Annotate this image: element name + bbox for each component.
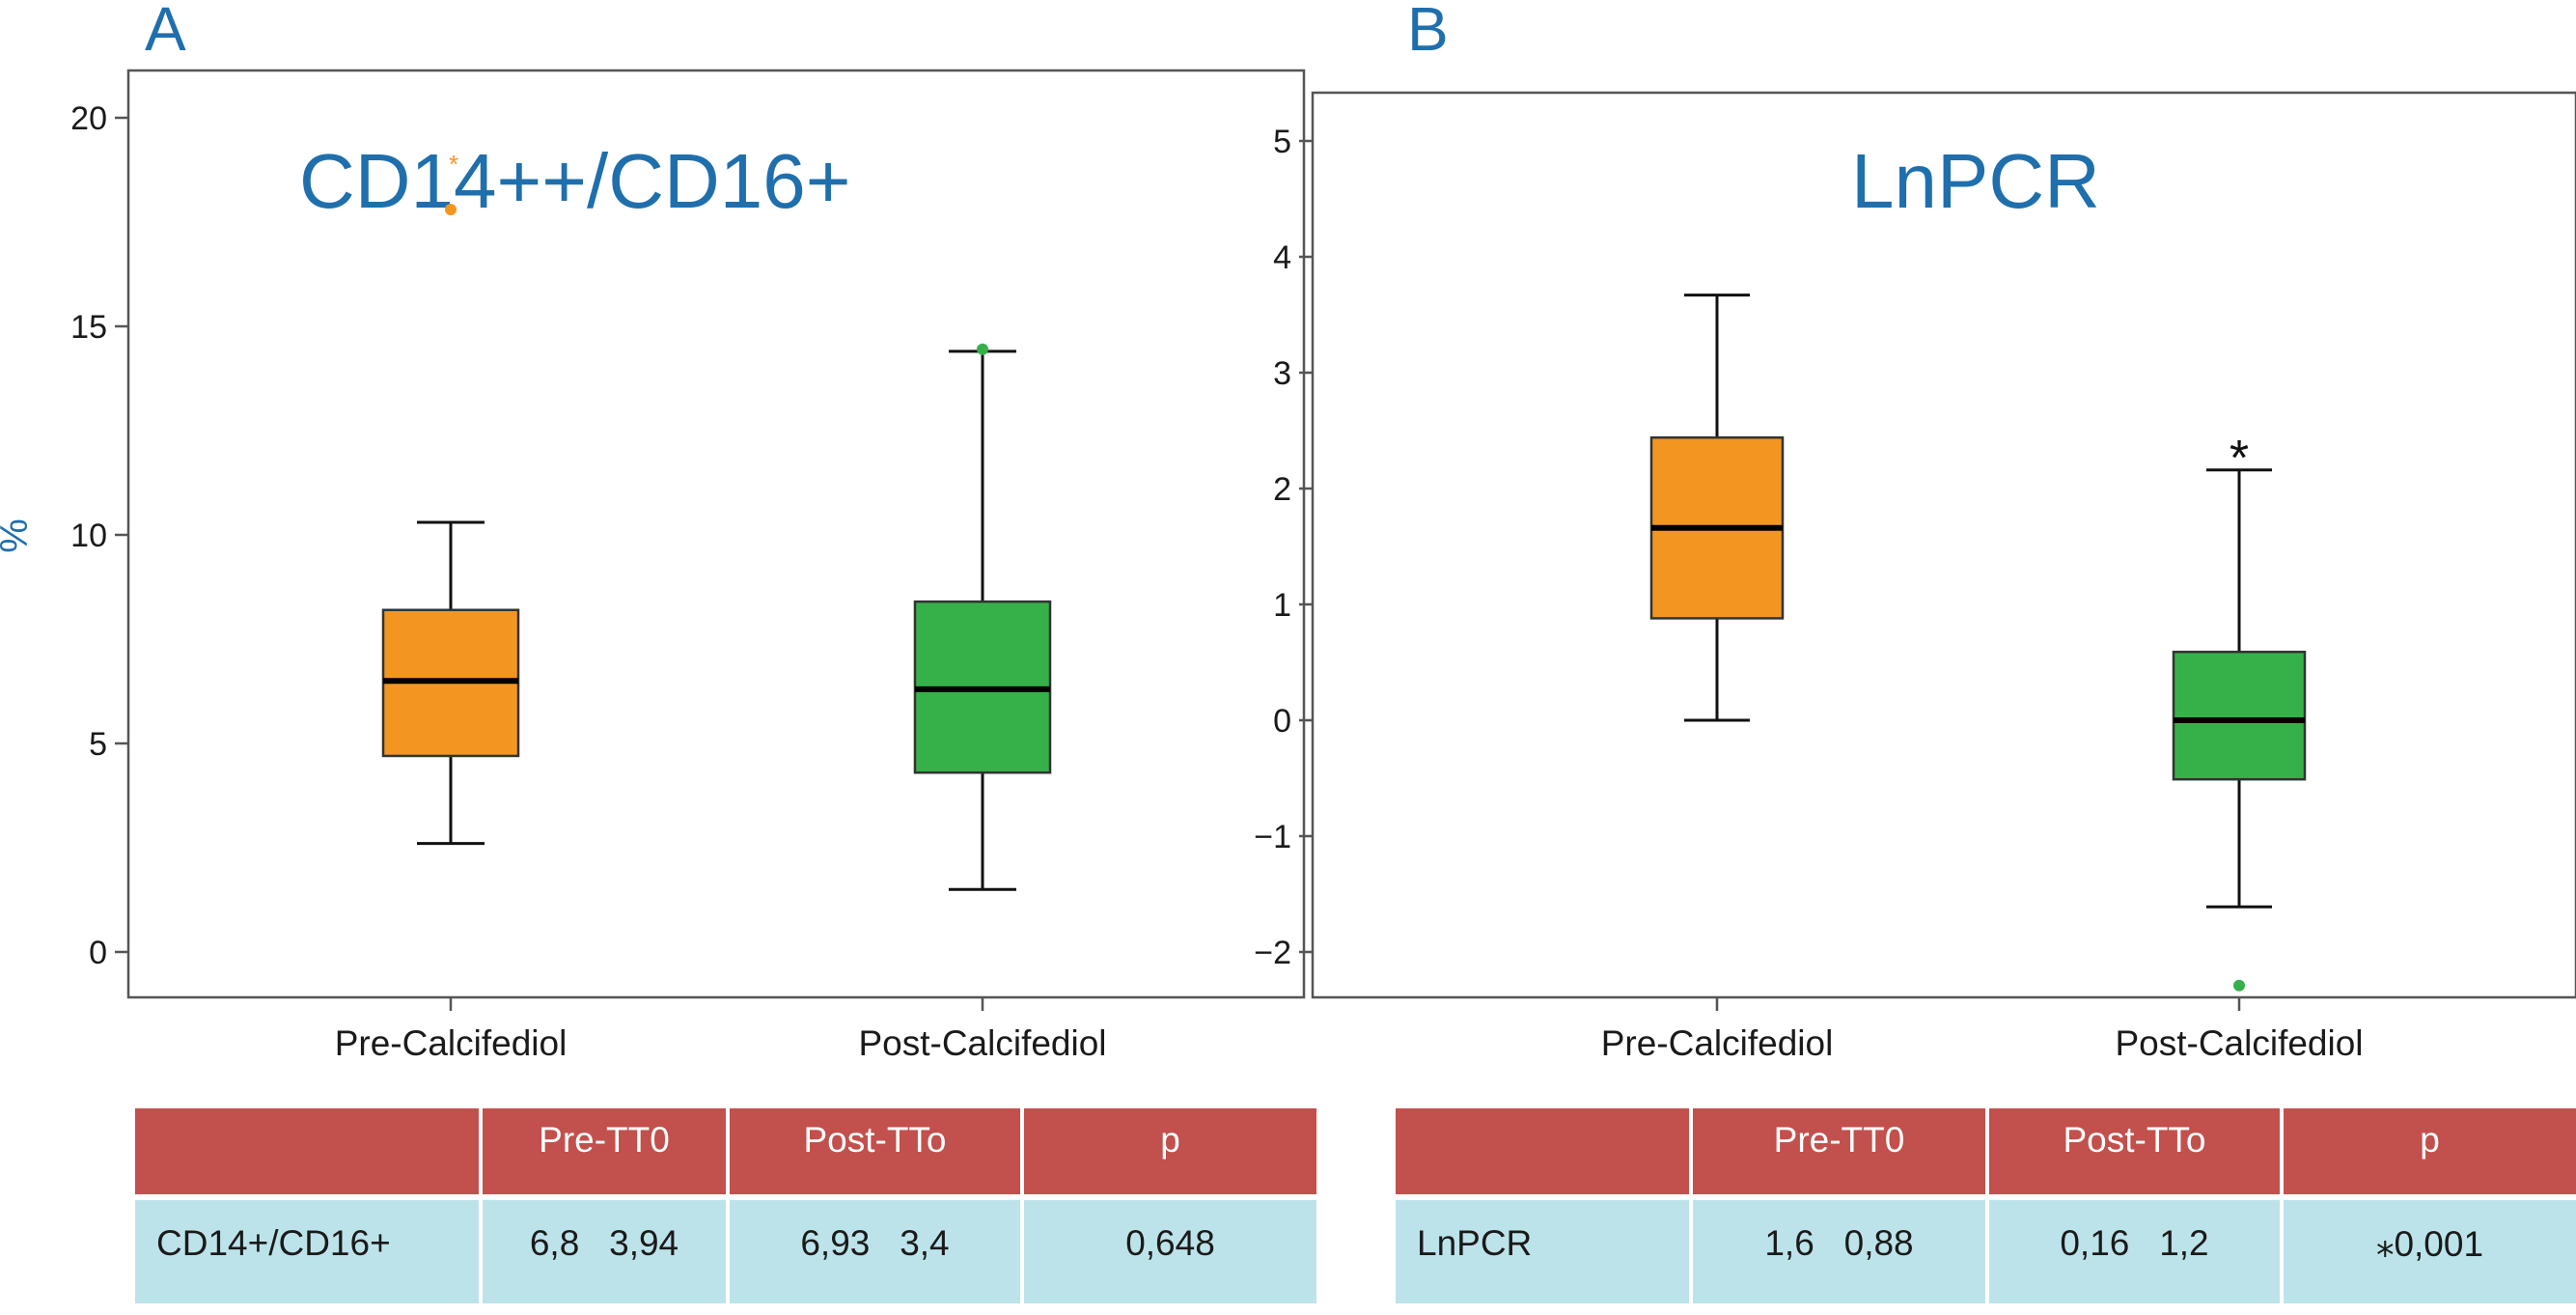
x-tick-label: Post-Calcifediol	[858, 1023, 1106, 1063]
y-tick-label: −2	[1254, 935, 1291, 971]
y-tick-label: 10	[70, 518, 107, 554]
y-tick-label: 3	[1273, 355, 1291, 392]
y-tick-label: 2	[1273, 471, 1291, 508]
table-header-post: Post-TTo	[728, 1108, 1024, 1197]
significance-marker: *	[2230, 431, 2249, 487]
table-header-post: Post-TTo	[1987, 1108, 2284, 1197]
table-cell-pre: 1,6 0,88	[1691, 1194, 1989, 1303]
stats-table-cd14: Pre-TT0 Post-TTo p CD14+/CD16+ 6,8 3,94 …	[135, 1108, 1316, 1303]
y-tick-label: 0	[89, 935, 107, 971]
y-tick-label: 0	[1273, 703, 1291, 740]
chart-title: LnPCR	[1851, 138, 2100, 224]
x-tick-label: Pre-Calcifediol	[335, 1023, 568, 1063]
table-cell-variable: LnPCR	[1396, 1194, 1693, 1303]
table-cell-post: 0,16 1,2	[1987, 1194, 2284, 1303]
table-cell-p: ⁎0,001	[2282, 1194, 2576, 1303]
table-header-pre: Pre-TT0	[1691, 1108, 1989, 1197]
panel-label: A	[145, 0, 186, 64]
table-header-empty	[135, 1108, 483, 1197]
y-tick-label: 15	[70, 309, 107, 346]
panel-label: B	[1407, 0, 1449, 64]
y-tick-label: 20	[70, 100, 107, 137]
x-tick-label: Pre-Calcifediol	[1601, 1023, 1834, 1063]
outlier-point	[977, 343, 988, 355]
y-tick-label: 5	[89, 726, 107, 763]
table-header-row: Pre-TT0 Post-TTo p	[1396, 1108, 2576, 1197]
table-cell-post: 6,93 3,4	[728, 1194, 1024, 1303]
x-tick-label: Post-Calcifediol	[2115, 1023, 2363, 1063]
table-cell-variable: CD14+/CD16+	[135, 1194, 483, 1303]
outlier-point	[445, 204, 457, 216]
table-cell-pre: 6,8 3,94	[481, 1194, 730, 1303]
table-header-pre: Pre-TT0	[481, 1108, 730, 1197]
table-header-empty	[1396, 1108, 1693, 1197]
y-tick-label: 1	[1273, 587, 1291, 624]
table-row: CD14+/CD16+ 6,8 3,94 6,93 3,4 0,648	[135, 1194, 1316, 1303]
table-row: LnPCR 1,6 0,88 0,16 1,2 ⁎0,001	[1396, 1194, 2576, 1303]
stats-table-lnpcr: Pre-TT0 Post-TTo p LnPCR 1,6 0,88 0,16 1…	[1396, 1108, 2576, 1303]
outlier-point	[2233, 979, 2245, 992]
plot-frame	[1311, 91, 2576, 999]
outlier-marker: *	[449, 150, 458, 179]
table-cell-p: 0,648	[1022, 1194, 1316, 1303]
table-header-p: p	[2282, 1108, 2576, 1197]
y-axis-label: %	[0, 518, 36, 553]
box-iqr	[2172, 650, 2307, 781]
table-header-p: p	[1022, 1108, 1316, 1197]
table-header-row: Pre-TT0 Post-TTo p	[135, 1108, 1316, 1197]
chart-title: CD14++/CD16+	[299, 138, 850, 224]
y-tick-label: 4	[1273, 239, 1291, 276]
y-tick-label: 5	[1273, 124, 1291, 160]
y-tick-label: −1	[1254, 819, 1291, 855]
